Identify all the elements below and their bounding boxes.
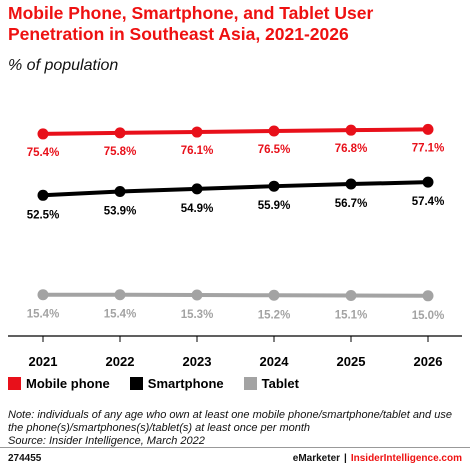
legend-item-tablet: Tablet xyxy=(243,376,299,391)
data-label-mobile-phone: 75.4% xyxy=(27,147,60,159)
data-point-smartphone xyxy=(114,186,126,198)
data-label-smartphone: 52.5% xyxy=(27,209,60,221)
chart-id: 274455 xyxy=(8,453,42,464)
data-label-mobile-phone: 76.8% xyxy=(335,143,368,155)
data-point-mobile-phone xyxy=(114,127,126,139)
data-point-smartphone xyxy=(422,176,434,188)
data-label-tablet: 15.4% xyxy=(27,309,60,321)
legend-label-mobile-phone: Mobile phone xyxy=(26,376,110,391)
data-point-smartphone xyxy=(37,189,49,201)
legend-swatch-smartphone xyxy=(129,377,143,390)
data-label-tablet: 15.4% xyxy=(104,309,137,321)
series-line-mobile-phone xyxy=(42,127,429,136)
data-point-mobile-phone xyxy=(268,125,280,137)
note-text: Note: individuals of any age who own at … xyxy=(8,409,452,434)
chart-title: Mobile Phone, Smartphone, and Tablet Use… xyxy=(8,3,374,44)
data-point-smartphone xyxy=(191,183,203,195)
x-tick-label: 2025 xyxy=(337,354,366,369)
data-point-tablet xyxy=(191,289,203,301)
data-label-tablet: 15.1% xyxy=(335,310,368,322)
legend-item-mobile-phone: Mobile phone xyxy=(8,376,110,391)
data-point-mobile-phone xyxy=(37,128,49,140)
x-tick-label: 2021 xyxy=(29,354,58,369)
source-text: Source: Insider Intelligence, March 2022 xyxy=(8,435,205,447)
x-axis-ticks: 2021 2022 2023 2024 2025 2026 xyxy=(29,336,443,369)
data-point-smartphone xyxy=(268,180,280,192)
series-line-tablet xyxy=(43,292,429,298)
data-point-tablet xyxy=(37,289,49,301)
brand-name: eMarketer xyxy=(292,453,341,464)
data-point-smartphone xyxy=(345,178,357,190)
data-label-mobile-phone: 77.1% xyxy=(412,142,445,154)
data-label-smartphone: 54.9% xyxy=(181,203,214,215)
data-point-mobile-phone xyxy=(191,126,203,138)
data-point-mobile-phone xyxy=(422,123,434,135)
footer-divider xyxy=(0,447,470,448)
x-tick-label: 2022 xyxy=(106,354,135,369)
data-label-smartphone: 57.4% xyxy=(412,196,445,208)
legend-swatch-tablet xyxy=(243,377,257,390)
data-label-tablet: 15.0% xyxy=(412,310,445,322)
data-label-smartphone: 55.9% xyxy=(258,200,291,212)
data-point-tablet xyxy=(345,290,357,302)
legend-item-smartphone: Smartphone xyxy=(129,376,224,391)
series-layer: 75.4% 75.8% 76.1% 76.5% 76.8% 77.1% 52.5% 53.9%… xyxy=(27,123,445,322)
series-line-smartphone xyxy=(42,180,429,198)
footnote: Note: individuals of any age who own at … xyxy=(8,409,464,448)
x-tick-label: 2023 xyxy=(183,354,212,369)
data-label-mobile-phone: 76.1% xyxy=(181,145,214,157)
legend: Mobile phone Smartphone Tablet xyxy=(8,376,299,391)
data-label-smartphone: 53.9% xyxy=(104,206,137,218)
data-label-smartphone: 56.7% xyxy=(335,198,368,210)
data-point-tablet xyxy=(422,290,434,302)
data-point-tablet xyxy=(114,289,126,301)
legend-label-smartphone: Smartphone xyxy=(147,376,224,391)
brand-separator: | xyxy=(344,453,347,464)
data-label-mobile-phone: 76.5% xyxy=(258,144,291,156)
legend-swatch-mobile-phone xyxy=(8,377,21,390)
x-tick-label: 2024 xyxy=(260,354,290,369)
data-label-tablet: 15.3% xyxy=(181,309,214,321)
footer-brand: eMarketer | InsiderIntelligence.com xyxy=(293,453,462,464)
data-label-mobile-phone: 75.8% xyxy=(104,146,137,158)
data-point-tablet xyxy=(268,289,280,301)
legend-label-tablet: Tablet xyxy=(261,376,299,391)
line-chart: 2021 2022 2023 2024 2025 2026 75.4% 75.8% 76.1%… xyxy=(8,123,462,369)
data-label-tablet: 15.2% xyxy=(258,309,291,321)
data-point-mobile-phone xyxy=(345,124,357,136)
site-link[interactable]: InsiderIntelligence.com xyxy=(350,453,462,464)
x-tick-label: 2026 xyxy=(414,354,443,369)
chart-subtitle: % of population xyxy=(8,57,119,74)
